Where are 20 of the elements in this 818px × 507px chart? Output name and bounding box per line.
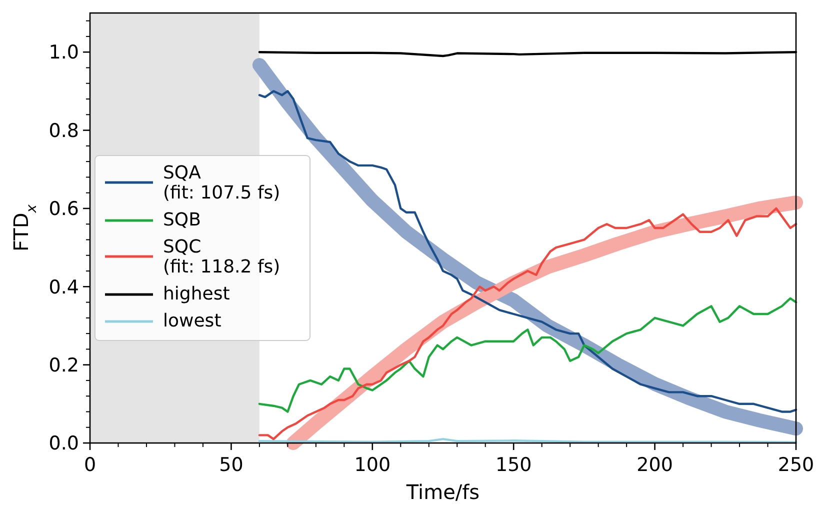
- legend-label: lowest: [163, 310, 222, 332]
- x-tick-label: 200: [636, 454, 673, 476]
- y-tick-label: 0.2: [48, 354, 79, 376]
- x-tick-label: 250: [778, 454, 814, 476]
- y-tick-label: 0.8: [48, 120, 79, 142]
- legend-label: SQC (fit: 118.2 fs): [163, 236, 280, 278]
- line-series: [258, 297, 798, 413]
- x-tick-label: 0: [84, 454, 96, 476]
- x-axis-title: Time/fs: [405, 480, 480, 504]
- y-tick-label: 0.6: [48, 198, 79, 220]
- y-tick-label: 0.0: [48, 432, 79, 455]
- line-series: [258, 90, 798, 413]
- x-tick-label: 100: [354, 454, 391, 476]
- x-tick-label: 50: [219, 454, 244, 476]
- y-tick-label: 0.4: [48, 276, 79, 298]
- y-tick-label: 1.0: [48, 42, 79, 64]
- x-tick-label: 150: [495, 454, 532, 476]
- legend-label: SQB: [163, 210, 201, 230]
- legend-label: SQA (fit: 107.5 fs): [163, 162, 280, 204]
- legend-label: highest: [163, 284, 230, 304]
